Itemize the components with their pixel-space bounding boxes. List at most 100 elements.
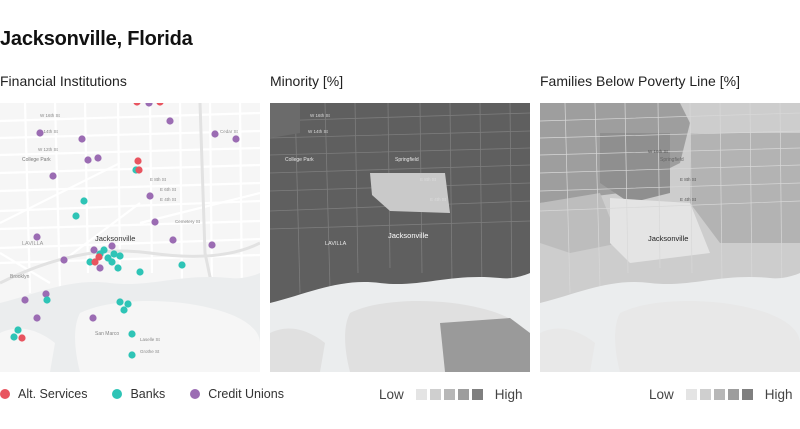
street-label: W 16th St xyxy=(648,149,669,154)
credit-union-point[interactable] xyxy=(89,314,97,322)
credit-union-point[interactable] xyxy=(78,135,86,143)
scale-swatch xyxy=(429,389,441,400)
scale-high-label: High xyxy=(764,387,793,402)
credit-union-point[interactable] xyxy=(49,172,57,180)
neighborhood-label: San Marco xyxy=(95,331,119,337)
credit-union-point[interactable] xyxy=(84,156,92,164)
legend-item-banks[interactable]: Banks xyxy=(112,387,165,401)
page-title: Jacksonville, Florida xyxy=(0,28,193,50)
scale-swatch xyxy=(471,389,483,400)
credit-union-point[interactable] xyxy=(90,246,98,254)
map-svg-financial: W 16th St W 14th St W 12th St E 8th St E… xyxy=(0,103,260,372)
scale-swatch xyxy=(713,389,725,400)
map-svg-minority: W 16th St W 14th St E 8th St E 4th St Co… xyxy=(270,103,530,372)
credit-union-point[interactable] xyxy=(33,314,41,322)
bank-point[interactable] xyxy=(72,212,80,220)
street-label: E 6th St xyxy=(160,187,177,192)
credit-union-point[interactable] xyxy=(108,242,116,250)
tract-mid-poverty xyxy=(690,133,800,243)
west-bank xyxy=(270,328,325,372)
alt-service-point[interactable] xyxy=(135,166,143,174)
bank-point[interactable] xyxy=(114,264,122,272)
scale-high-label: High xyxy=(494,387,523,402)
street-label: E 4th St xyxy=(160,197,177,202)
credit-union-point[interactable] xyxy=(60,256,68,264)
credit-union-point[interactable] xyxy=(146,192,154,200)
credit-union-point[interactable] xyxy=(42,290,50,298)
panel-title-financial-institutions: Financial Institutions xyxy=(0,73,127,89)
credit-union-point[interactable] xyxy=(169,236,177,244)
bank-point[interactable] xyxy=(100,246,108,254)
tract-high-poverty xyxy=(600,133,670,203)
legend-item-alt-services[interactable]: Alt. Services xyxy=(0,387,87,401)
street-label: Laselle St xyxy=(140,337,161,342)
alt-service-point[interactable] xyxy=(134,157,142,165)
credit-union-point[interactable] xyxy=(166,117,174,125)
credit-union-point[interactable] xyxy=(232,135,240,143)
tract-low-poverty xyxy=(610,198,710,263)
street-label: Cemetery St xyxy=(175,219,201,224)
legend-item-credit-unions[interactable]: Credit Unions xyxy=(190,387,284,401)
alt-service-point[interactable] xyxy=(156,103,164,106)
panel-title-minority: Minority [%] xyxy=(270,73,344,89)
tract-boundaries xyxy=(540,103,800,299)
credit-union-point[interactable] xyxy=(96,264,104,272)
bank-point[interactable] xyxy=(128,351,136,359)
legend-label: Banks xyxy=(130,387,166,401)
map-financial-institutions[interactable]: W 16th St W 14th St W 12th St E 8th St E… xyxy=(0,103,260,372)
credit-union-point[interactable] xyxy=(211,130,219,138)
legend-financial: Alt. Services Banks Credit Unions xyxy=(0,387,309,401)
bank-point[interactable] xyxy=(178,261,186,269)
tract xyxy=(540,193,620,253)
bank-point[interactable] xyxy=(80,197,88,205)
alt-service-point[interactable] xyxy=(91,258,99,266)
scale-swatch xyxy=(685,389,697,400)
scale-swatches xyxy=(415,389,483,400)
neighborhood-label: College Park xyxy=(285,157,314,163)
alt-service-point[interactable] xyxy=(133,103,141,106)
district-label: LAVILLA xyxy=(22,241,44,247)
west-bank xyxy=(540,328,595,372)
bank-point[interactable] xyxy=(116,252,124,260)
bank-point[interactable] xyxy=(108,258,116,266)
bank-point[interactable] xyxy=(116,298,124,306)
credit-union-point[interactable] xyxy=(36,129,44,137)
street-label: W 14th St xyxy=(308,129,329,134)
teal-dot-icon xyxy=(112,389,123,399)
tract-low-minority xyxy=(370,173,450,213)
legend-label: Credit Unions xyxy=(208,387,284,401)
bank-point[interactable] xyxy=(128,330,136,338)
south-bank xyxy=(75,301,260,372)
map-poverty[interactable]: W 16th St E 8th St E 4th St Springfield … xyxy=(540,103,800,372)
street-label: E 4th St xyxy=(680,197,697,202)
credit-union-point[interactable] xyxy=(33,233,41,241)
alt-service-point[interactable] xyxy=(18,334,26,342)
bank-point[interactable] xyxy=(43,296,51,304)
map-svg-poverty: W 16th St E 8th St E 4th St Springfield … xyxy=(540,103,800,372)
credit-union-point[interactable] xyxy=(94,154,102,162)
credit-union-point[interactable] xyxy=(21,296,29,304)
bank-point[interactable] xyxy=(120,306,128,314)
credit-union-point[interactable] xyxy=(151,218,159,226)
alt-service-point[interactable] xyxy=(95,253,103,261)
bank-point[interactable] xyxy=(124,300,132,308)
bank-point[interactable] xyxy=(86,258,94,266)
neighborhood-label: Brooklyn xyxy=(10,274,30,280)
bank-point[interactable] xyxy=(14,326,22,334)
credit-union-point[interactable] xyxy=(145,103,153,107)
street-label: W 12th St xyxy=(38,147,59,152)
south-bank xyxy=(615,301,800,372)
map-minority[interactable]: W 16th St W 14th St E 8th St E 4th St Co… xyxy=(270,103,530,372)
neighborhood-label: College Park xyxy=(22,157,51,163)
street-label: W 16th St xyxy=(310,113,331,118)
credit-union-point[interactable] xyxy=(208,241,216,249)
city-label: Jacksonville xyxy=(388,231,428,240)
neighborhood-label: Springfield xyxy=(660,157,684,163)
bank-point[interactable] xyxy=(136,268,144,276)
scale-poverty: Low High xyxy=(649,387,793,402)
scale-swatch xyxy=(443,389,455,400)
street-label: E 8th St xyxy=(680,177,697,182)
bank-point[interactable] xyxy=(10,333,18,341)
tract xyxy=(270,103,300,138)
bank-point[interactable] xyxy=(110,250,118,258)
